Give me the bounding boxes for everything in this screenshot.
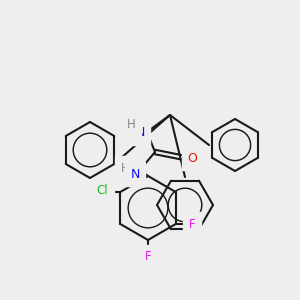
Text: Cl: Cl (97, 184, 108, 197)
Text: H: H (127, 118, 135, 131)
Text: N: N (130, 167, 140, 181)
Text: F: F (188, 218, 195, 230)
Text: O: O (187, 152, 197, 164)
Text: N: N (135, 127, 145, 140)
Text: H: H (121, 161, 129, 175)
Text: F: F (145, 250, 151, 263)
